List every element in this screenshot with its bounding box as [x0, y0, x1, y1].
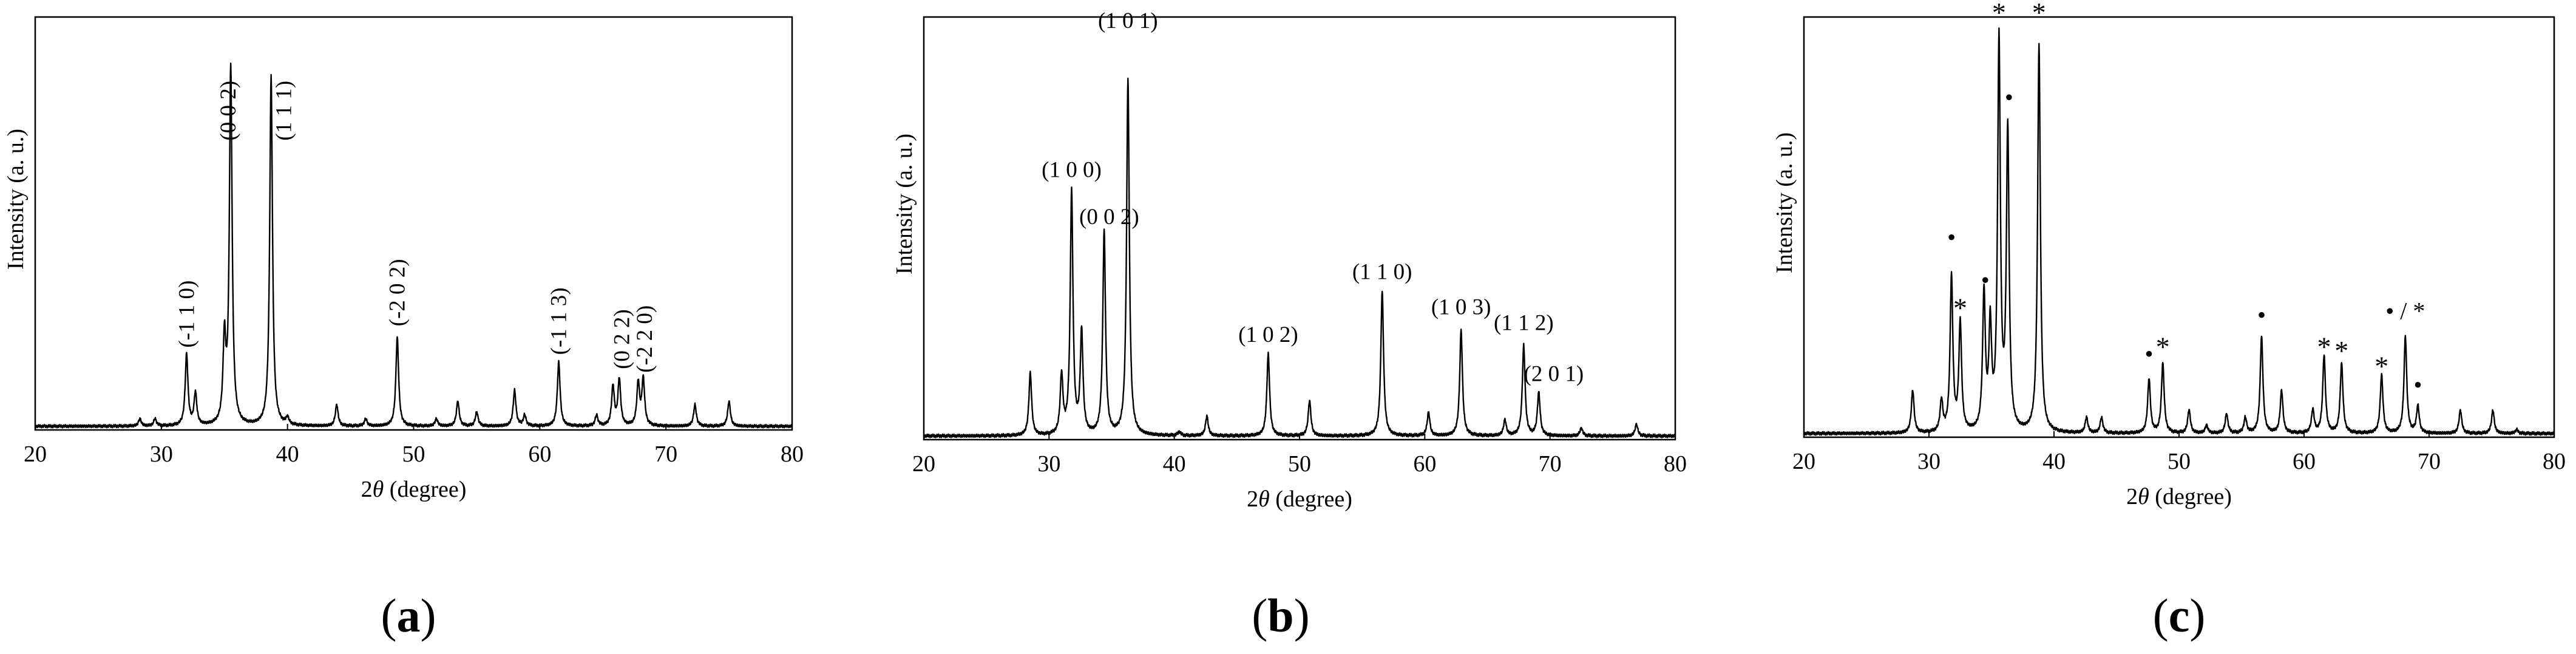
- phase-marker-6: •: [2145, 340, 2154, 367]
- x-tick-label: 40: [2042, 449, 2066, 474]
- xrd-pattern-line: [1803, 27, 2555, 436]
- peak-point-7: [287, 419, 288, 420]
- phase-marker-4: •: [2005, 84, 2013, 111]
- y-axis-title: Intensity (a. u.): [892, 134, 917, 274]
- peak-index-label-5: (1 0 3): [1431, 295, 1491, 320]
- xrd-pattern-line: [34, 62, 793, 429]
- phase-marker-3: *: [1992, 0, 2006, 28]
- x-tick-label: 80: [1664, 451, 1687, 477]
- phase-marker-13: •: [2413, 371, 2422, 398]
- phase-marker-0: •: [1947, 223, 1956, 251]
- x-tick-label: 50: [402, 441, 425, 467]
- peak-index-label-1: (0 0 2): [1079, 205, 1139, 230]
- peak-index-label-6: (-2 2 0): [632, 305, 657, 373]
- x-tick-label: 40: [1163, 451, 1186, 477]
- panel-label: (a): [381, 589, 436, 642]
- peak-index-label-2: (1 0 1): [1098, 9, 1158, 33]
- phase-marker-8: •: [2257, 301, 2266, 329]
- panel-2: 20 30 40 50 60 70 80 2θ (degree) Intensity (a. u…: [1772, 0, 2566, 642]
- peak-index-label-5: (0 2 2): [609, 309, 634, 369]
- x-tick-label: 20: [1792, 449, 1815, 474]
- x-tick-label: 30: [1917, 449, 1940, 474]
- x-tick-label: 30: [1037, 451, 1060, 477]
- peak-index-label-4: (-1 1 3): [547, 287, 572, 355]
- x-tick-label: 50: [2168, 449, 2191, 474]
- x-axis-title: 2θ (degree): [2126, 484, 2232, 509]
- x-tick-label: 60: [528, 441, 551, 467]
- peak-index-label-3: (1 0 2): [1238, 322, 1298, 347]
- x-tick-label: 50: [1288, 451, 1311, 477]
- phase-marker-7: *: [2156, 331, 2170, 362]
- peak-index-label-4: (1 1 0): [1352, 260, 1412, 285]
- plot-frame: [1803, 16, 2555, 438]
- x-tick-label: 70: [2418, 449, 2441, 474]
- panel-label: (c): [2153, 589, 2206, 642]
- x-tick-label: 40: [276, 441, 299, 467]
- phase-marker-9: *: [2317, 331, 2331, 362]
- x-tick-label: 80: [781, 441, 804, 467]
- x-tick-label: 20: [24, 441, 47, 467]
- peak-index-label-3: (-2 0 2): [385, 259, 410, 326]
- plot-frame: [34, 16, 793, 431]
- peak-index-label-0: (1 0 0): [1042, 158, 1102, 183]
- peak-index-label-2: (1 1 1): [271, 81, 296, 141]
- phase-marker-5: *: [2032, 0, 2046, 28]
- peak-index-label-6: (1 1 2): [1494, 311, 1554, 336]
- peak-index-label-1: (0 0 2): [216, 81, 241, 141]
- peak-index-label-7: (2 0 1): [1524, 362, 1584, 387]
- x-tick-label: 80: [2543, 449, 2566, 474]
- y-axis-title: Intensity (a. u.): [3, 129, 29, 270]
- phase-marker-2: •: [1981, 266, 1990, 293]
- peak-index-label-0: (-1 1 0): [174, 281, 199, 348]
- x-tick-label: 70: [1539, 451, 1562, 477]
- panel-0: 20 30 40 50 60 70 80 2θ (degree) Intensity (a. u…: [3, 16, 804, 642]
- x-tick-label: 20: [912, 451, 935, 477]
- phase-marker-11: *: [2374, 350, 2388, 381]
- panel-1: 20 30 40 50 60 70 80 2θ (degree) Intensity (a. u…: [892, 9, 1687, 642]
- x-tick-label: 30: [150, 441, 173, 467]
- panel-label: (b): [1252, 589, 1309, 642]
- x-tick-label: 60: [2293, 449, 2316, 474]
- y-axis-title: Intensity (a. u.): [1772, 132, 1797, 273]
- x-tick-label: 70: [654, 441, 677, 467]
- x-tick-label: 60: [1413, 451, 1436, 477]
- phase-marker-12: • / *: [2385, 298, 2425, 325]
- x-axis-title: 2θ (degree): [361, 477, 467, 502]
- x-axis-title: 2θ (degree): [1247, 486, 1352, 512]
- phase-marker-1: *: [1953, 292, 1967, 323]
- phase-marker-10: *: [2334, 335, 2348, 366]
